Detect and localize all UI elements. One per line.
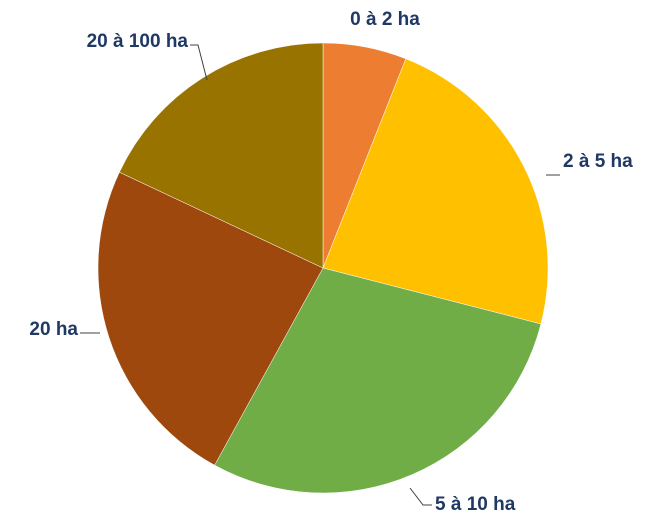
leader-line [190,44,208,81]
pie-slice [322,58,549,325]
leader-line [409,487,432,506]
slice-label: 20 ha [29,319,78,340]
slice-label: 2 à 5 ha [563,151,633,172]
slice-label: 0 à 2 ha [350,9,420,30]
slice-label: 5 à 10 ha [435,494,516,515]
pie-slice [214,267,542,494]
pie-slice [119,42,324,269]
pie-slice [97,171,324,466]
slice-label: 20 à 100 ha [87,31,189,52]
